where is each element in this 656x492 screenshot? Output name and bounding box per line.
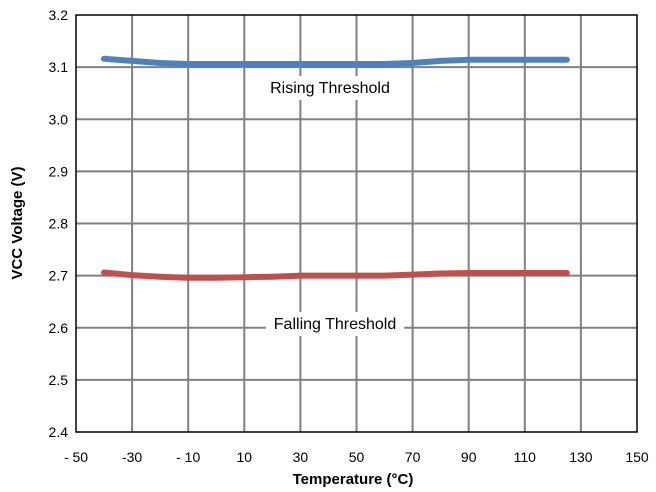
y-tick-label: 3.2 [49,7,69,23]
x-tick-label: 50 [349,449,365,465]
series-layer [101,55,570,281]
falling-threshold-label: Falling Threshold [274,316,396,333]
y-tick-label: 2.6 [49,320,69,336]
x-tick-label: 10 [237,449,253,465]
plot-frame [75,14,638,433]
y-tick-label: 2.8 [49,216,69,232]
y-tick-label: 2.7 [49,268,69,284]
rising-threshold-line [101,55,570,67]
x-axis-title: Temperature (°C) [293,471,414,488]
x-tick-label: - 10 [176,449,200,465]
x-tick-label: -30 [122,449,142,465]
falling-threshold-label-bg [265,312,405,336]
tick-labels: - 50 -30 - 10 10 30 50 70 90 110 130 150 2.4 2.5 2.6 2… [49,7,649,465]
rising-threshold-label-bg [262,76,398,100]
annotations: Rising Threshold Falling Threshold [262,76,405,336]
x-tick-label: 30 [293,449,309,465]
x-tick-label: - 50 [64,449,88,465]
x-tick-label: 130 [569,449,593,465]
x-tick-label: 90 [461,449,477,465]
y-tick-label: 3.0 [49,111,69,127]
x-tick-label: 110 [514,449,537,465]
y-tick-label: 2.5 [49,372,69,388]
y-tick-label: 3.1 [49,59,69,75]
x-tick-label: 150 [625,449,649,465]
x-tick-label: 70 [405,449,421,465]
rising-threshold-label: Rising Threshold [270,80,390,97]
y-tick-label: 2.9 [49,163,69,179]
falling-threshold-line [101,269,570,281]
y-tick-label: 2.4 [49,424,69,440]
y-axis-title: VCC Voltage (V) [9,166,26,279]
